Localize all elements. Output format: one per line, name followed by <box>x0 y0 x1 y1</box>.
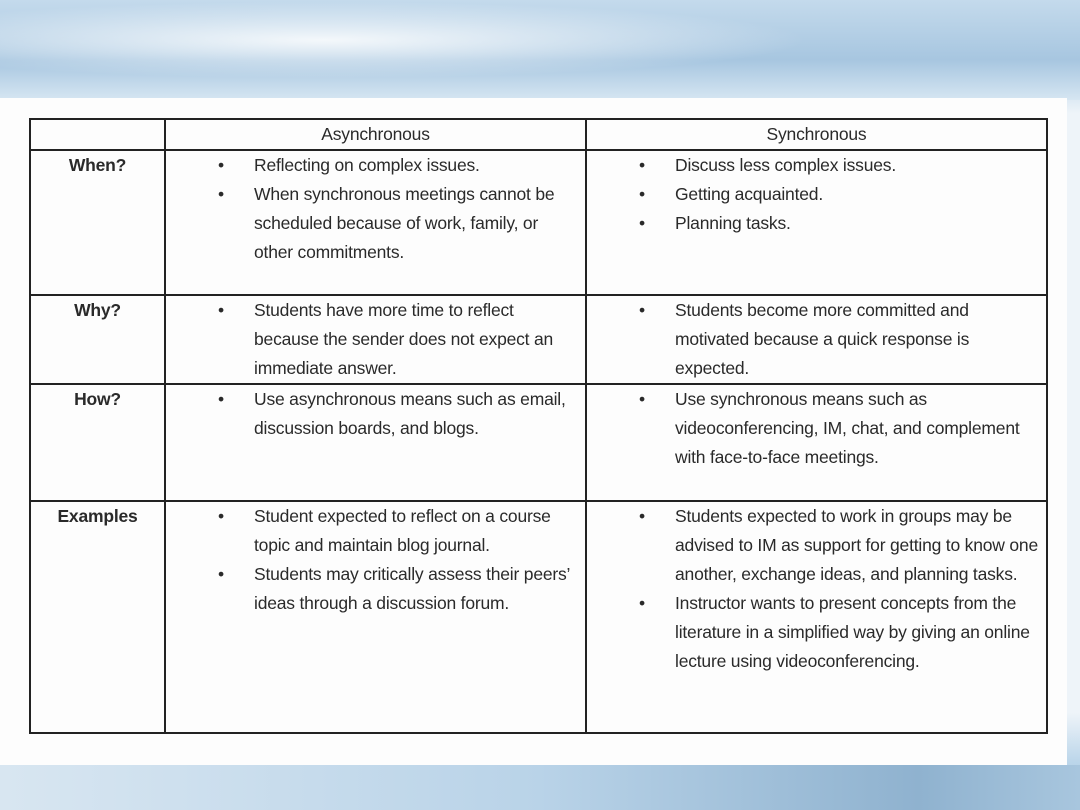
header-asynchronous: Asynchronous <box>164 118 587 151</box>
header-row: Asynchronous Synchronous <box>29 118 1048 151</box>
list-item: Students may critically assess their pee… <box>218 560 579 618</box>
row-label: When? <box>29 149 166 296</box>
header-empty <box>29 118 166 151</box>
list-item: Use asynchronous means such as email, di… <box>218 385 579 443</box>
list-item: Discuss less complex issues. <box>639 151 1040 180</box>
list-item: Students expected to work in groups may … <box>639 502 1040 589</box>
list-item: Students have more time to reflect becau… <box>218 296 579 383</box>
table-row: Why? Students have more time to reflect … <box>29 294 1048 385</box>
table-row: How? Use asynchronous means such as emai… <box>29 383 1048 502</box>
sync-cell: Use synchronous means such as videoconfe… <box>585 383 1048 502</box>
list-item: Students become more committed and motiv… <box>639 296 1040 383</box>
background-sky-top <box>0 0 1080 100</box>
list-item: Reflecting on complex issues. <box>218 151 579 180</box>
list-item: Instructor wants to present concepts fro… <box>639 589 1040 676</box>
header-synchronous: Synchronous <box>585 118 1048 151</box>
async-cell: Reflecting on complex issues. When synch… <box>164 149 587 296</box>
table-row: When? Reflecting on complex issues. When… <box>29 149 1048 296</box>
list-item: Student expected to reflect on a course … <box>218 502 579 560</box>
async-cell: Students have more time to reflect becau… <box>164 294 587 385</box>
table-row: Examples Student expected to reflect on … <box>29 500 1048 734</box>
row-label: How? <box>29 383 166 502</box>
background-sky-bottom <box>0 765 1080 810</box>
comparison-table: Asynchronous Synchronous When? Reflectin… <box>29 118 1048 734</box>
async-cell: Student expected to reflect on a course … <box>164 500 587 734</box>
async-cell: Use asynchronous means such as email, di… <box>164 383 587 502</box>
list-item: Getting acquainted. <box>639 180 1040 209</box>
sync-cell: Discuss less complex issues. Getting acq… <box>585 149 1048 296</box>
list-item: Planning tasks. <box>639 209 1040 238</box>
sync-cell: Students become more committed and motiv… <box>585 294 1048 385</box>
list-item: Use synchronous means such as videoconfe… <box>639 385 1040 472</box>
row-label: Why? <box>29 294 166 385</box>
row-label: Examples <box>29 500 166 734</box>
list-item: When synchronous meetings cannot be sche… <box>218 180 579 267</box>
sync-cell: Students expected to work in groups may … <box>585 500 1048 734</box>
